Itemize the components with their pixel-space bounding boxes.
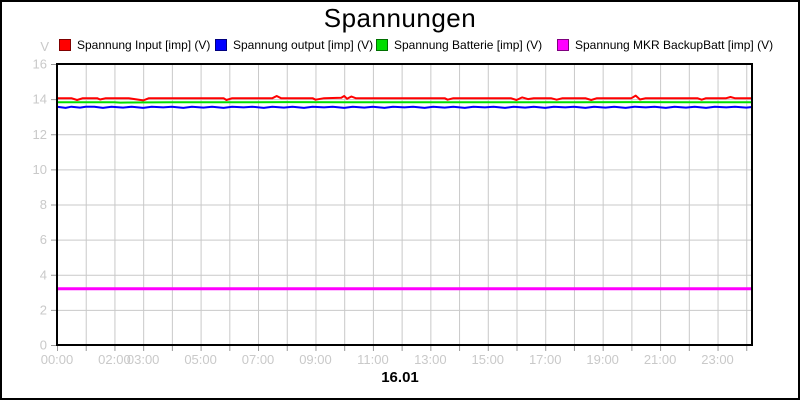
legend-item-spannung-batterie: Spannung Batterie [imp] (V) [376,38,542,52]
series-line-spannung-output-imp-v [56,105,753,109]
x-tick-label: 13:00 [414,352,447,367]
y-tick-label: 4 [40,267,47,282]
x-tick-label: 05:00 [184,352,217,367]
y-axis-tick-labels: 0 2 4 6 8 10 12 14 16 [33,57,47,353]
legend-swatch-backupbatt-icon [557,39,569,51]
x-tick-label: 09:00 [299,352,332,367]
x-axis-date-label: 16.01 [381,369,419,386]
y-tick-label: 8 [40,197,47,212]
axis-tick-marks [51,64,748,351]
x-tick-label: 19:00 [586,352,619,367]
legend-label-input: Spannung Input [imp] (V) [77,38,211,52]
x-tick-label: 07:00 [242,352,275,367]
legend-swatch-output-icon [215,39,227,51]
y-tick-label: 10 [33,162,47,177]
gridlines [57,64,752,345]
legend-item-spannung-mkr-backupbatt: Spannung MKR BackupBatt [imp] (V) [557,38,773,52]
y-tick-label: 0 [40,338,47,353]
chart-title: Spannungen [323,3,477,33]
legend-label-batterie: Spannung Batterie [imp] (V) [394,38,543,52]
series-line-spannung-input-imp-v [57,94,752,102]
legend-item-spannung-input: Spannung Input [imp] (V) [59,38,210,52]
y-tick-label: 12 [33,127,47,142]
legend: Spannung Input [imp] (V) Spannung output… [2,38,798,53]
legend-item-spannung-output: Spannung output [imp] (V) [215,38,373,52]
x-tick-label: 17:00 [529,352,562,367]
x-tick-label: 11:00 [357,352,389,367]
y-tick-label: 6 [40,232,47,247]
y-tick-label: 14 [33,92,47,107]
plot-frame [56,63,753,346]
x-tick-label: 00:00 [41,352,74,367]
series-line-spannung-batterie-imp-v [57,101,752,104]
legend-label-output: Spannung output [imp] (V) [233,38,374,52]
y-tick-label: 16 [33,57,47,72]
x-tick-label: 21:00 [644,352,677,367]
y-axis-unit-label: V [40,39,49,54]
legend-label-backupbatt: Spannung MKR BackupBatt [imp] (V) [575,38,774,52]
x-tick-label: 23:00 [701,352,734,367]
x-tick-label: 03:00 [127,352,160,367]
y-tick-label: 2 [40,302,47,317]
legend-swatch-input-icon [59,39,71,51]
x-tick-label: 02:00 [98,352,131,367]
x-tick-label: 15:00 [472,352,505,367]
legend-swatch-batterie-icon [376,39,388,51]
